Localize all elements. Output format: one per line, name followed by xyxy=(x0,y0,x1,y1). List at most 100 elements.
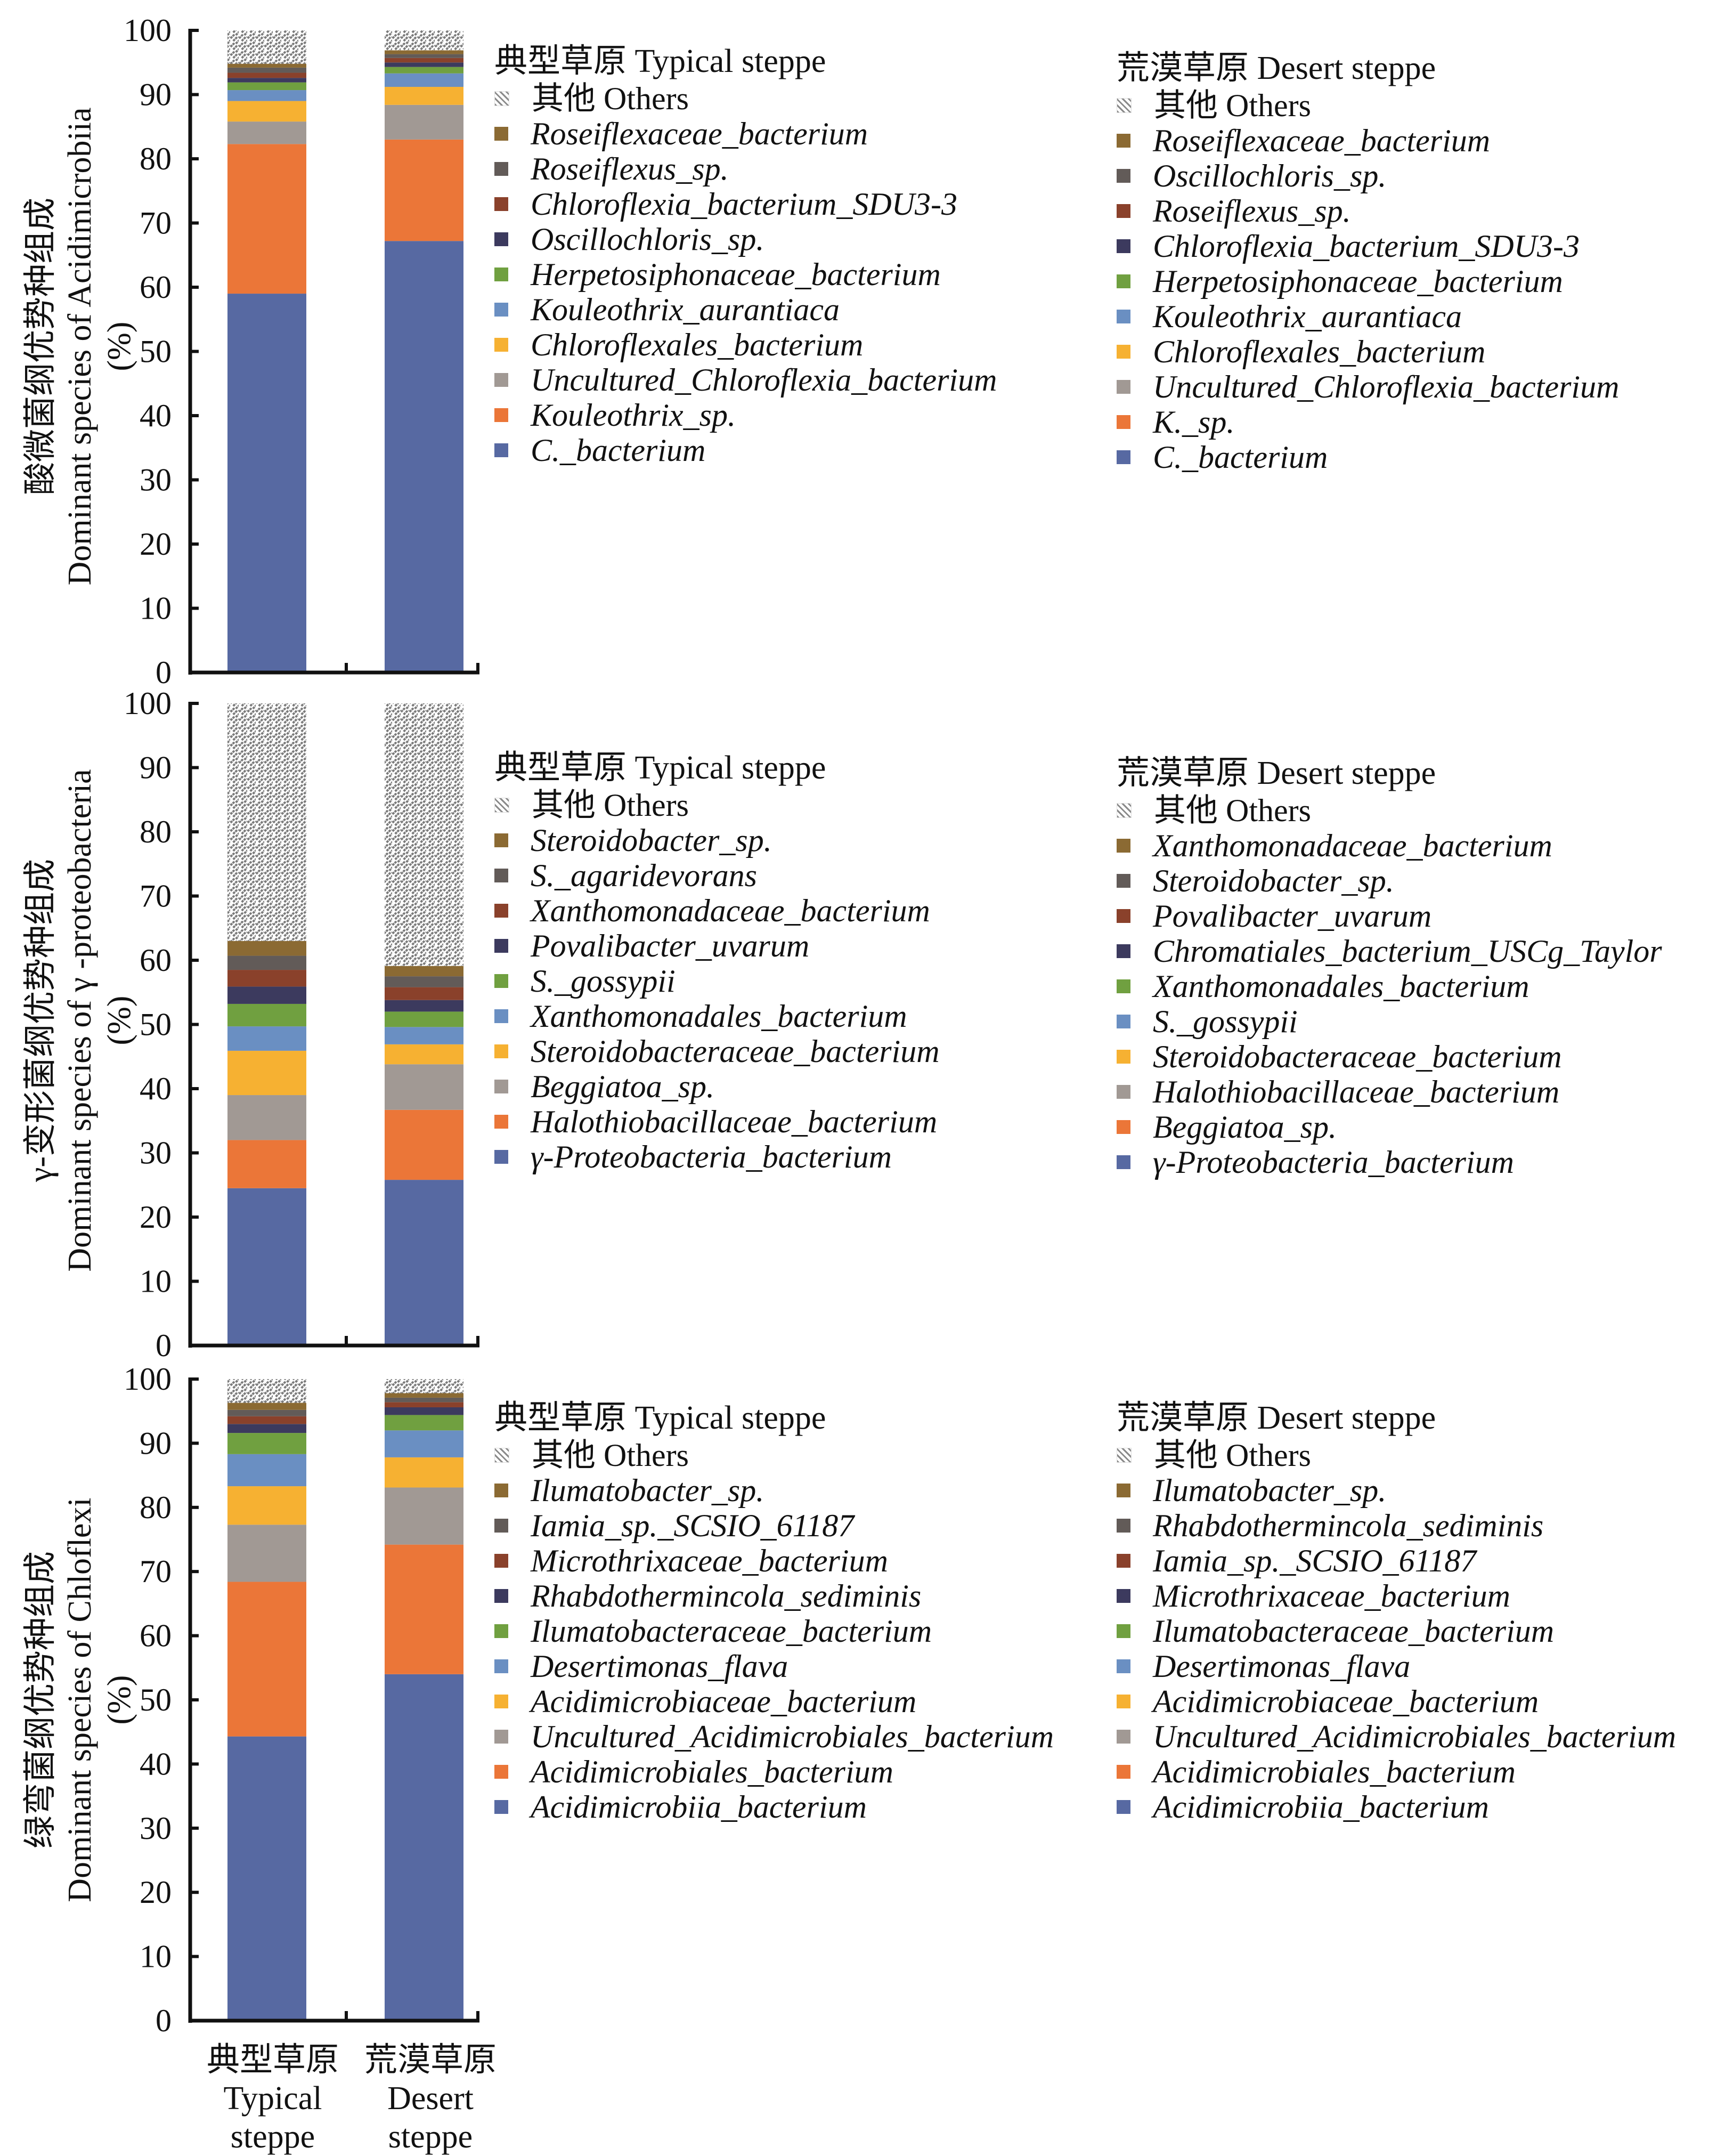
legend-item: Rhabdothermincola_sediminis xyxy=(494,1578,1054,1614)
color-swatch-icon xyxy=(1117,909,1130,923)
legend-item-label: 其他 Others xyxy=(1154,88,1311,123)
bar-segment: 典型草原 Typical steppe – Chloroflexia_bacte… xyxy=(227,72,306,78)
y-tick-label: 100 xyxy=(124,686,172,721)
bar-segment: 荒漠草原 Desert steppe – Kouleothrix_auranti… xyxy=(385,73,463,87)
legend-item-label: Chloroflexia_bacterium_SDU3-3 xyxy=(1153,229,1580,264)
color-swatch-icon xyxy=(1117,1589,1130,1603)
legend-item: γ-Proteobacteria_bacterium xyxy=(1117,1145,1662,1180)
bar-segment: 典型草原 Typical steppe – Xanthomonadaceae_b… xyxy=(227,970,306,987)
legend-typical-steppe: 典型草原 Typical steppe 其他 Others Roseiflexace… xyxy=(494,44,997,468)
x-label-cn: 典型草原 xyxy=(206,2042,339,2078)
bar-segment: 典型草原 Typical steppe – S._gossypii: 3.5% xyxy=(227,1003,306,1027)
legend-item: 其他 Others xyxy=(494,788,940,823)
y-axis-title-line: (%) xyxy=(101,995,137,1045)
legend-item-label: Uncultured_Acidimicrobiales_bacterium xyxy=(531,1719,1054,1754)
color-swatch-icon xyxy=(1117,1695,1130,1708)
legend-item-label: Xanthomonadaceae_bacterium xyxy=(1153,828,1552,863)
bar-segment: 荒漠草原 Desert steppe – Halothiobacillaceae… xyxy=(385,1064,463,1110)
legend-item: Ilumatobacter_sp. xyxy=(494,1473,1054,1508)
legend-item: 其他 Others xyxy=(494,1438,1054,1473)
color-swatch-icon xyxy=(494,1150,508,1164)
legend-item-label: Chloroflexia_bacterium_SDU3-3 xyxy=(531,187,958,222)
legend-item-label: Ilumatobacteraceae_bacterium xyxy=(531,1614,932,1649)
y-tick-label: 60 xyxy=(140,943,172,978)
y-tick-label: 10 xyxy=(140,1939,172,1974)
legend-item: Xanthomonadaceae_bacterium xyxy=(494,893,940,928)
legend-item-label: Rhabdothermincola_sediminis xyxy=(1153,1508,1544,1543)
bar-segment: 典型草原 Typical steppe – Ilumatobacter_sp.:… xyxy=(227,1403,306,1410)
x-label-en-line2: steppe xyxy=(388,2119,473,2155)
color-swatch-icon xyxy=(494,443,508,457)
bar-segment: 荒漠草原 Desert steppe – Uncultured_Chlorofl… xyxy=(385,104,463,140)
legend-item-label: Herpetosiphonaceae_bacterium xyxy=(531,257,941,292)
bar-segment: 典型草原 Typical steppe – Steroidobacter_sp.… xyxy=(227,941,306,956)
y-tick-label: 70 xyxy=(140,206,172,241)
legend-item: Microthrixaceae_bacterium xyxy=(1117,1578,1676,1614)
legend-item: Halothiobacillaceae_bacterium xyxy=(494,1104,940,1139)
bar-segment: 典型草原 Typical steppe – Kouleothrix_sp.: 2… xyxy=(227,144,306,294)
legend-item: Xanthomonadales_bacterium xyxy=(494,999,940,1034)
bar-segment: 荒漠草原 Desert steppe – Roseiflexus_sp.: 0.… xyxy=(385,58,463,63)
legend-item: Desertimonas_flava xyxy=(1117,1649,1676,1684)
legend-typical-steppe: 典型草原 Typical steppe 其他 Others Ilumatobacte… xyxy=(494,1400,1054,1825)
legend-item: Kouleothrix_aurantiaca xyxy=(1117,299,1619,334)
y-tick-label: 30 xyxy=(140,463,172,498)
x-label-typical-steppe: 典型草原 Typical steppe xyxy=(193,2041,353,2156)
legend-item-label: Roseiflexus_sp. xyxy=(531,151,729,187)
legend-item: Acidimicrobiales_bacterium xyxy=(494,1754,1054,1789)
y-tick-label: 10 xyxy=(140,1264,172,1299)
legend-item-label: S._gossypii xyxy=(1153,1004,1298,1039)
legend-item-label: Kouleothrix_sp. xyxy=(531,398,736,433)
legend-item: Xanthomonadaceae_bacterium xyxy=(1117,828,1662,863)
y-tick-label: 30 xyxy=(140,1136,172,1171)
bar-segment: 荒漠草原 Desert steppe – Chloroflexia_bacter… xyxy=(385,62,463,67)
legend-item: Roseiflexus_sp. xyxy=(494,151,997,187)
y-tick-label: 10 xyxy=(140,591,172,626)
legend-item: Herpetosiphonaceae_bacterium xyxy=(494,257,997,292)
y-tick-label: 60 xyxy=(140,1618,172,1654)
legend-item: Beggiatoa_sp. xyxy=(494,1069,940,1104)
y-tick-label: 100 xyxy=(124,13,172,48)
legend-item-label: Acidimicrobiales_bacterium xyxy=(531,1754,893,1789)
bar-segment: 荒漠草原 Desert steppe – Acidimicrobiales_ba… xyxy=(385,1544,463,1674)
legend-item-label: Uncultured_Chloroflexia_bacterium xyxy=(531,362,997,398)
bar-segment: 荒漠草原 Desert steppe – Steroidobacter_sp.:… xyxy=(385,976,463,987)
bar-segment: 荒漠草原 Desert steppe – Xanthomonadales_bac… xyxy=(385,1011,463,1027)
legend-item-label: Beggiatoa_sp. xyxy=(1153,1109,1337,1145)
color-swatch-icon xyxy=(1117,1519,1130,1533)
color-swatch-icon xyxy=(494,1519,508,1533)
legend-item: Kouleothrix_sp. xyxy=(494,398,997,433)
legend-item-label: Microthrixaceae_bacterium xyxy=(1153,1578,1510,1614)
color-swatch-icon xyxy=(494,1695,508,1708)
bar-segment: 典型草原 Typical steppe – Acidimicrobiales_b… xyxy=(227,1582,306,1737)
legend-item: Roseiflexaceae_bacterium xyxy=(494,116,997,151)
color-swatch-icon xyxy=(494,869,508,882)
legend-item-label: C._bacterium xyxy=(531,433,706,468)
legend-item: C._bacterium xyxy=(1117,440,1619,475)
legend-item: Halothiobacillaceae_bacterium xyxy=(1117,1074,1662,1109)
bar-segment: 荒漠草原 Desert steppe – Steroidobacteraceae… xyxy=(385,1044,463,1065)
legend-item-label: Desertimonas_flava xyxy=(1153,1649,1411,1684)
color-swatch-icon xyxy=(1117,1120,1130,1134)
color-swatch-icon xyxy=(1117,839,1130,853)
legend-item-label: Ilumatobacter_sp. xyxy=(531,1473,764,1508)
y-tick-label: 60 xyxy=(140,270,172,305)
color-swatch-icon xyxy=(494,1624,508,1638)
chart-panel-2: 典型草原 Typical steppe – γ-Proteobacteria_b… xyxy=(124,686,479,1363)
legend-item: Kouleothrix_aurantiaca xyxy=(494,292,997,327)
bar-segment: 荒漠草原 Desert steppe – 其他 Others: 2.2% xyxy=(385,1379,463,1393)
color-swatch-icon xyxy=(494,373,508,387)
legend-item-label: S._gossypii xyxy=(531,963,676,999)
legend-item-label: Oscillochloris_sp. xyxy=(531,222,764,257)
legend-item-label: Steroidobacteraceae_bacterium xyxy=(531,1034,940,1069)
color-swatch-icon xyxy=(494,268,508,281)
legend-item: Chromatiales_bacterium_USCg_Taylor xyxy=(1117,934,1662,969)
color-swatch-icon xyxy=(494,974,508,988)
legend-item-label: Oscillochloris_sp. xyxy=(1153,158,1387,193)
x-label-en-line2: steppe xyxy=(230,2119,315,2155)
legend-item: Xanthomonadales_bacterium xyxy=(1117,969,1662,1004)
color-swatch-icon xyxy=(1117,134,1130,148)
x-label-en-line1: Desert xyxy=(387,2080,474,2117)
y-tick-label: 20 xyxy=(140,526,172,562)
legend-item-label: Steroidobacteraceae_bacterium xyxy=(1153,1039,1562,1074)
